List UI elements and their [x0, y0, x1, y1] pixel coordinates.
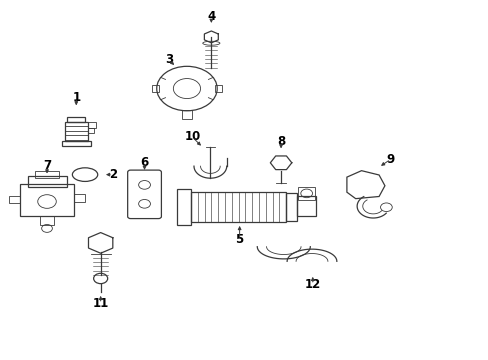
Text: 12: 12 — [304, 278, 320, 291]
Text: 11: 11 — [92, 297, 108, 310]
Bar — [87, 122, 96, 128]
Text: 10: 10 — [184, 130, 200, 144]
Bar — [151, 85, 159, 92]
Bar — [298, 186, 315, 200]
Bar — [87, 127, 94, 133]
Text: 5: 5 — [235, 233, 243, 246]
Bar — [191, 192, 285, 222]
Bar — [20, 184, 74, 216]
Text: 6: 6 — [140, 156, 148, 169]
Bar — [67, 117, 85, 122]
Text: 4: 4 — [207, 10, 215, 23]
Text: 9: 9 — [386, 153, 394, 166]
Bar — [9, 196, 20, 203]
Text: 8: 8 — [276, 135, 285, 148]
Bar — [285, 193, 296, 221]
Bar — [215, 85, 222, 92]
Bar — [27, 176, 66, 187]
Text: 1: 1 — [72, 91, 80, 104]
Text: 7: 7 — [43, 159, 51, 172]
Bar — [74, 194, 84, 202]
Bar — [296, 196, 316, 216]
Bar — [35, 171, 59, 178]
Text: 2: 2 — [108, 168, 117, 181]
Bar — [62, 141, 90, 147]
Bar — [177, 189, 191, 225]
Bar — [40, 216, 54, 225]
Bar — [65, 122, 87, 141]
Text: 3: 3 — [164, 53, 173, 66]
Bar — [181, 110, 192, 118]
